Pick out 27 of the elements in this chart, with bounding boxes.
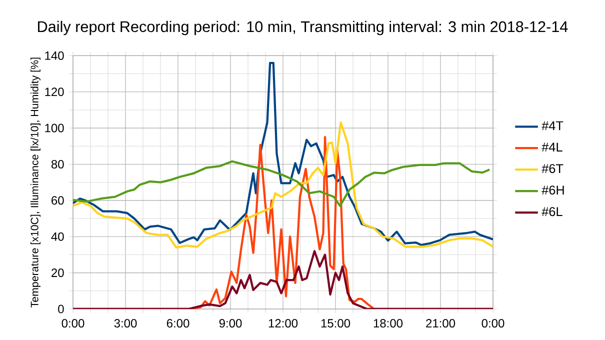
x-tick-label: 12:00 [268, 319, 298, 328]
x-tick-label: 21:00 [426, 319, 456, 328]
y-tick-label: 40 [51, 232, 64, 241]
x-tick-label: 15:00 [321, 319, 350, 328]
y-tick-label: 60 [52, 196, 64, 205]
y-tick-label: 100 [45, 124, 64, 132]
chart-title: Daily report Recording period: 10 min, Transmitting interval: 3 min 2018-12-14 [38, 20, 568, 36]
y-tick-label: 140 [45, 51, 64, 60]
line-series [73, 160, 491, 207]
line-series [73, 122, 494, 249]
y-tick-label: 80 [51, 160, 64, 168]
x-tick-label: 0:00 [62, 319, 84, 328]
x-tick-label: 6:00 [166, 319, 190, 328]
x-tick-label: 0:00 [482, 319, 504, 328]
legend-label: #6H [542, 186, 564, 195]
legend-label: #4L [542, 142, 562, 152]
legend-label: #6T [542, 164, 564, 174]
x-tick-label: 3:00 [114, 319, 137, 328]
x-tick-label: 18:00 [374, 319, 403, 328]
x-tick-label: 9:00 [219, 319, 242, 328]
y-axis-title: Temperature [x10C], Illuminance [lx/10], Humidity [%] [30, 58, 40, 308]
y-tick-label: 0 [58, 304, 64, 314]
line-series [73, 62, 494, 246]
y-tick-label: 20 [52, 268, 64, 278]
legend-label: #4T [542, 121, 564, 130]
y-tick-label: 120 [45, 88, 64, 96]
legend-label: #6L [542, 207, 562, 216]
